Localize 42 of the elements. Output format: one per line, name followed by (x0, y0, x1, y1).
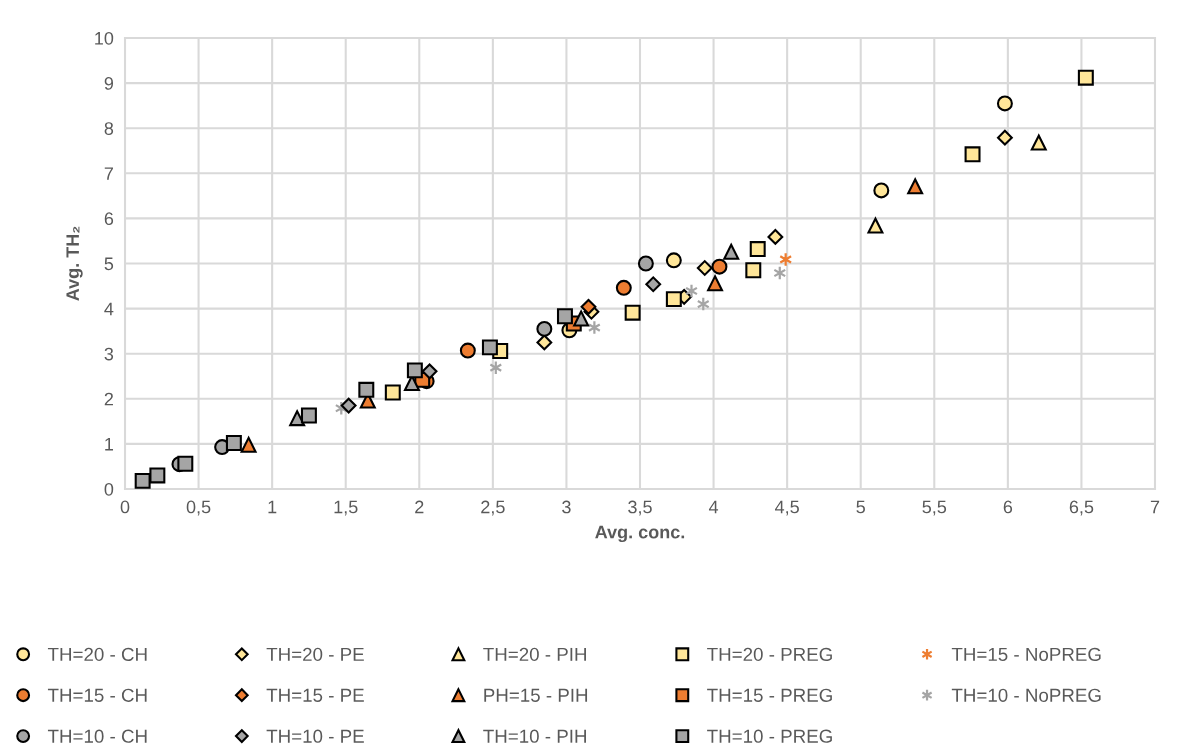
y-tick-label: 5 (104, 257, 114, 271)
x-tick-label: 1,5 (334, 500, 358, 516)
legend-label: TH=20 - PE (266, 647, 364, 662)
y-axis-title: Avg. TH₂ (66, 226, 83, 301)
x-tick-label: 0 (120, 500, 130, 514)
legend-label: TH=20 - CH (47, 647, 147, 662)
x-tick-label: 6,5 (1069, 500, 1094, 516)
y-tick-label: 1 (105, 438, 114, 451)
x-tick-label: 1 (268, 500, 277, 514)
legend-label: TH=10 - PREG (707, 729, 832, 743)
y-tick-label: 9 (104, 77, 114, 90)
y-tick-label: 6 (104, 212, 114, 226)
x-tick-label: 7 (1150, 500, 1160, 514)
legend-label: TH=10 - PIH (483, 729, 586, 743)
legend-label: TH=15 - NoPREG (951, 647, 1101, 662)
legend-label: TH=10 - CH (47, 729, 147, 743)
y-tick-label: 0 (104, 482, 114, 496)
legend-label: TH=15 - PREG (707, 688, 832, 702)
x-axis-title: Avg. conc. (595, 525, 685, 543)
y-tick-label: 8 (104, 122, 114, 135)
x-tick-label: 4 (708, 500, 719, 514)
legend-label: TH=20 - PIH (483, 647, 586, 662)
x-tick-label: 3,5 (628, 500, 652, 516)
y-tick-label: 4 (104, 302, 114, 316)
legend-label: TH=15 - CH (47, 688, 147, 702)
legend-label: TH=10 - NoPREG (951, 688, 1101, 702)
legend-label: TH=20 - PREG (707, 647, 832, 662)
x-tick-label: 2,5 (481, 500, 505, 516)
x-tick-label: 6 (1003, 500, 1013, 514)
x-tick-label: 4,5 (775, 500, 799, 516)
x-tick-label: 5 (856, 500, 865, 514)
x-tick-label: 5,5 (922, 500, 947, 516)
y-tick-label: 7 (104, 167, 113, 180)
y-tick-label: 10 (95, 31, 114, 45)
y-tick-label: 2 (104, 392, 113, 406)
x-tick-label: 0,5 (186, 500, 211, 516)
x-tick-label: 2 (415, 500, 424, 514)
x-tick-label: 3 (562, 500, 571, 514)
y-tick-label: 3 (104, 347, 114, 361)
legend-label: TH=15 - PE (266, 688, 364, 702)
legend-label: PH=15 - PIH (484, 688, 588, 702)
legend-label: TH=10 - PE (266, 729, 364, 743)
